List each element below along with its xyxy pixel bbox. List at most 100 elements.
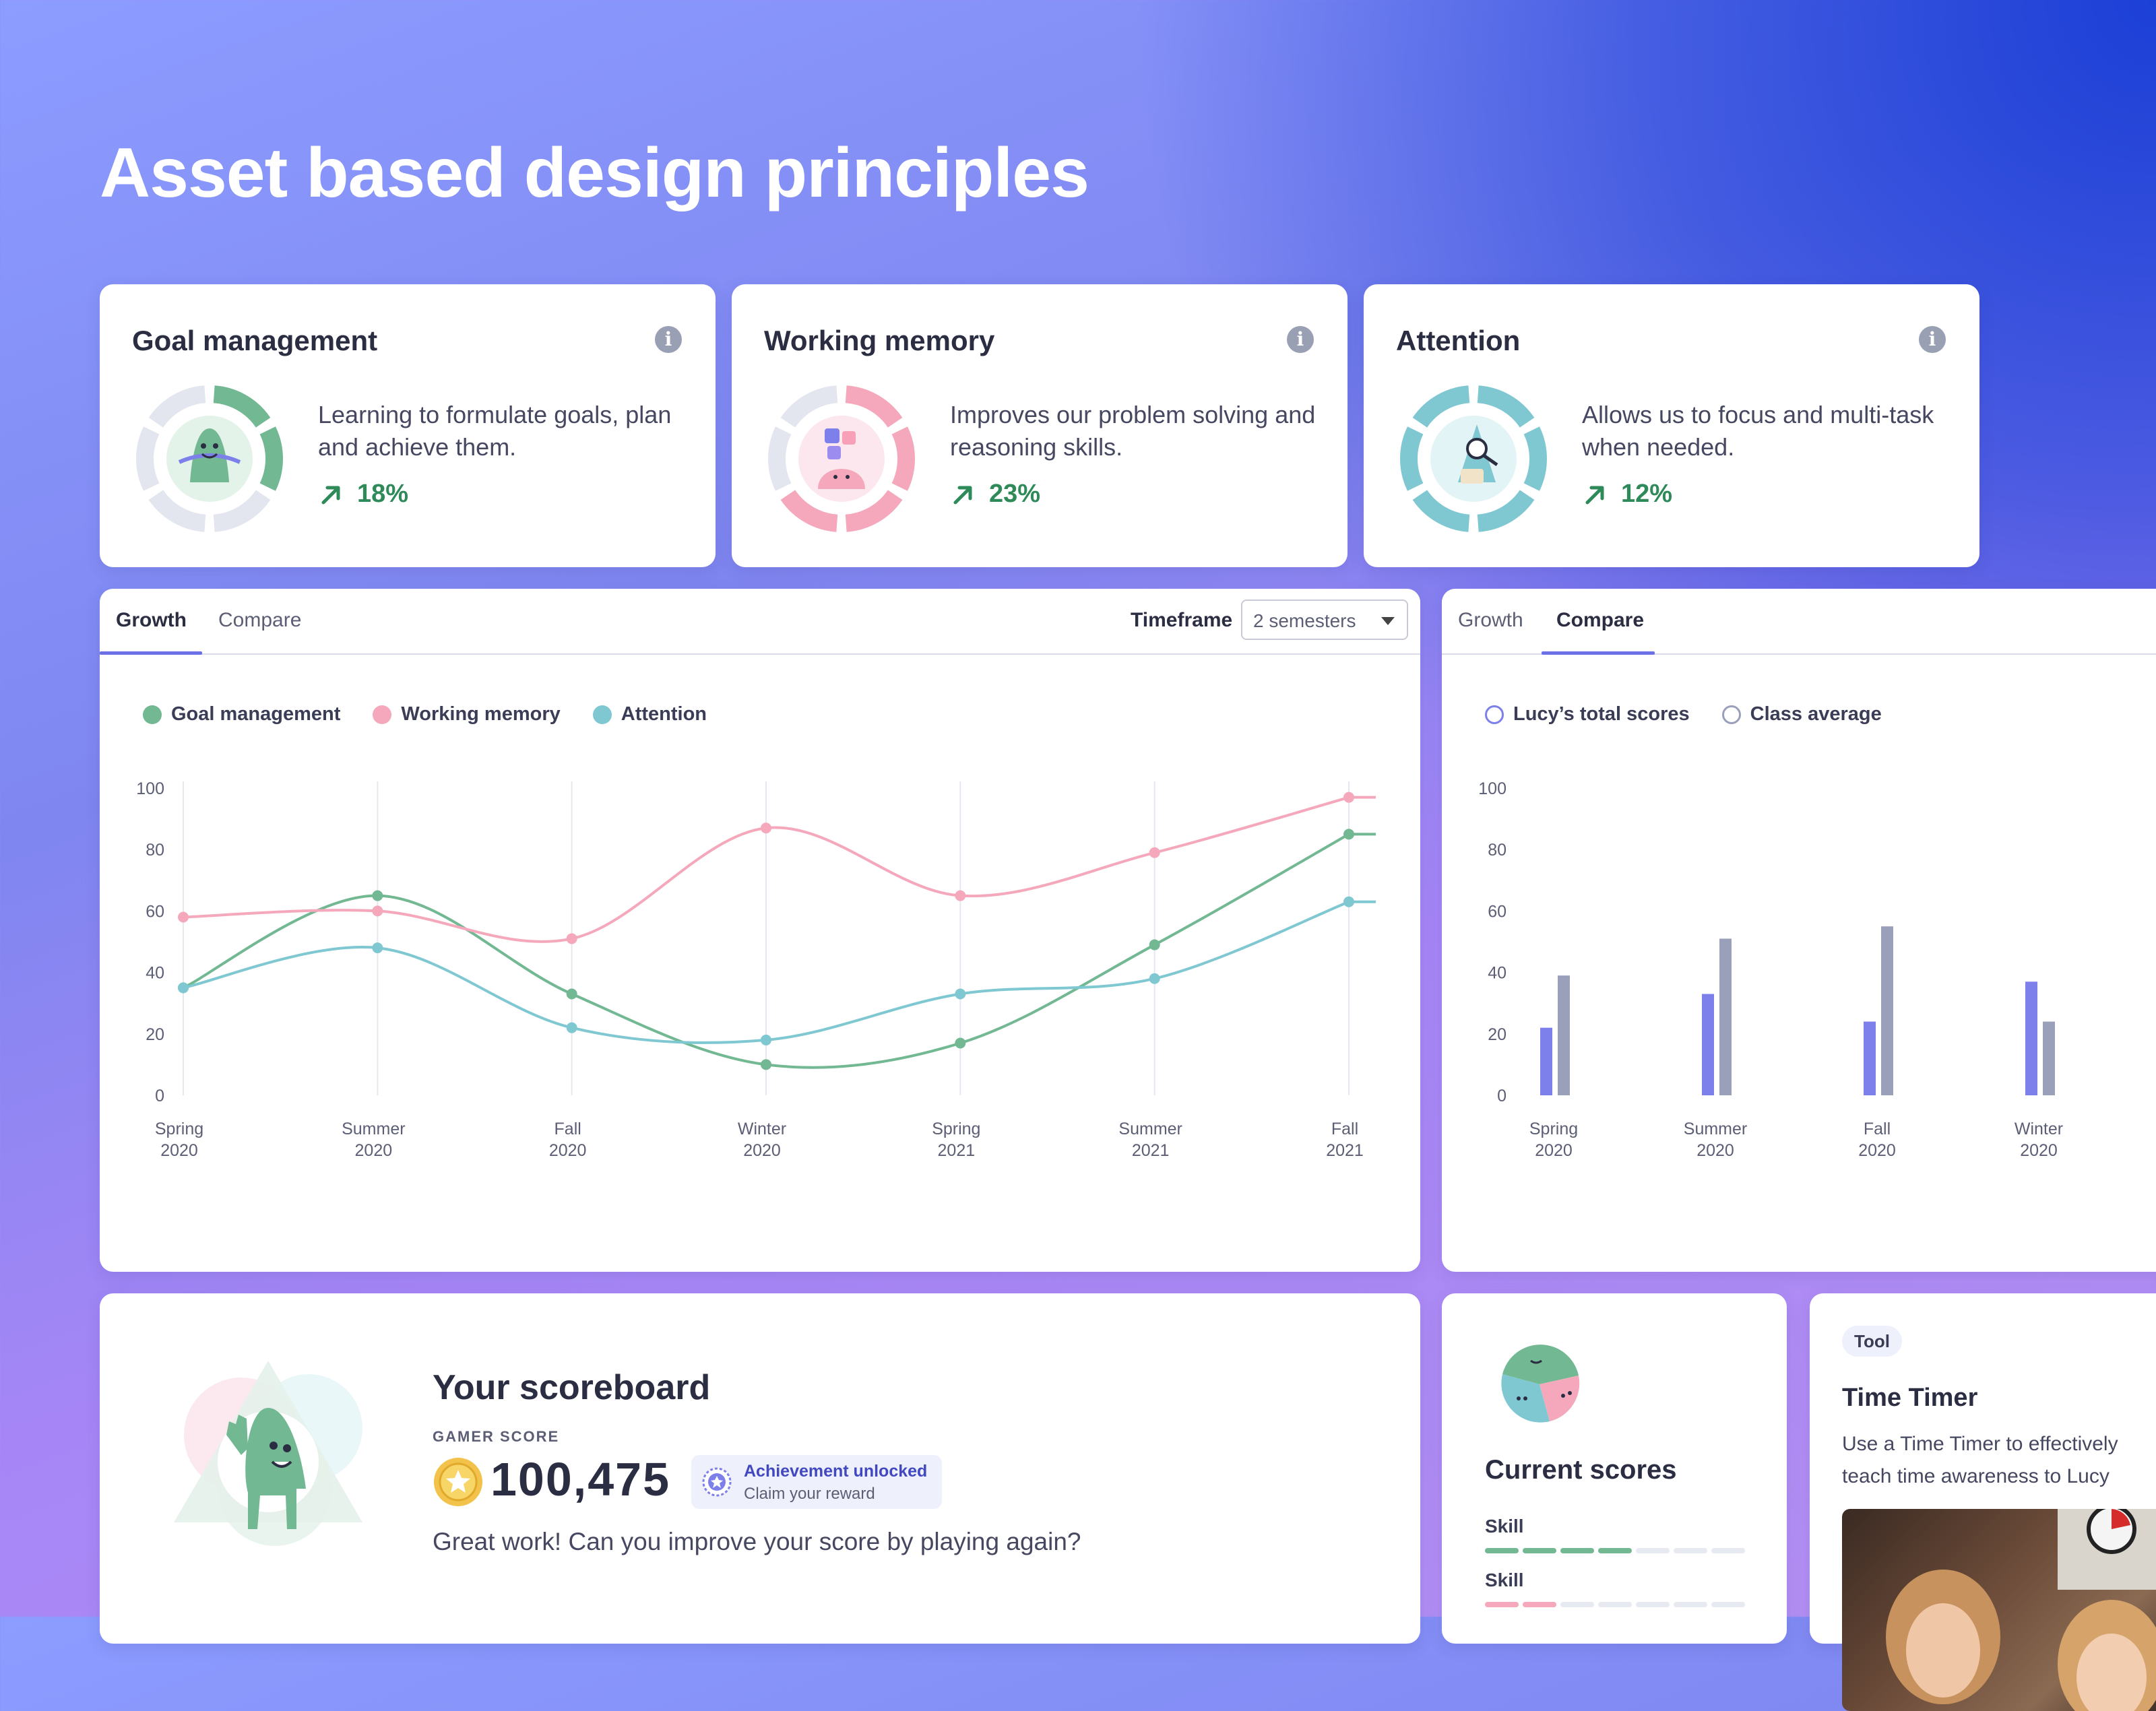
data-point xyxy=(178,911,189,923)
legend-item[interactable]: Lucy’s total scores xyxy=(1485,703,1690,725)
legend-item[interactable]: Goal management xyxy=(143,703,340,725)
bar xyxy=(2043,1021,2055,1095)
data-point xyxy=(1149,973,1160,984)
y-tick-label: 60 xyxy=(1488,902,1507,921)
achievement-title: Achievement unlocked xyxy=(744,1462,928,1481)
tab-growth[interactable]: Growth xyxy=(116,609,187,631)
thumbs-up-character-icon xyxy=(174,1361,362,1546)
timeframe-select[interactable]: 2 semesters xyxy=(1241,600,1408,640)
tab-compare[interactable]: Compare xyxy=(1556,609,1645,631)
skill-description: Allows us to focus and multi-task when n… xyxy=(1582,401,1934,461)
puzzle-piece xyxy=(827,446,841,459)
progress-segment xyxy=(1674,1548,1707,1553)
page-title: Asset based design principles xyxy=(100,134,1089,212)
progress-segment xyxy=(1674,1602,1707,1607)
data-point xyxy=(372,905,383,917)
eye xyxy=(213,443,218,449)
data-point xyxy=(1343,896,1354,907)
gamer-score-label: GAMER SCORE xyxy=(433,1428,560,1445)
current-scores-title: Current scores xyxy=(1485,1455,1677,1485)
arrow-up-right-icon xyxy=(953,486,972,504)
tab-growth[interactable]: Growth xyxy=(1458,609,1523,631)
tool-card-time-timer[interactable]: Tool Time Timer Use a Time Timer to effe… xyxy=(1810,1293,2156,1711)
x-tick-label: Winter 2020 xyxy=(2015,1120,2063,1160)
skill-card-goal-management[interactable]: Goal management i Learning to formulate … xyxy=(100,284,716,567)
ring-segment xyxy=(1400,426,1424,491)
ring-segment xyxy=(780,385,838,428)
skill-title: Goal management xyxy=(132,325,378,356)
scoreboard-card: Your scoreboard GAMER SCORE 100,475 Achi… xyxy=(100,1293,1420,1644)
ring-segment xyxy=(1412,385,1470,428)
skill-card-working-memory[interactable]: Working memory i Improves our problem so… xyxy=(732,284,1348,567)
skill-card-attention[interactable]: Attention i Allows us to focus and multi… xyxy=(1364,284,1979,567)
magnifier-handle xyxy=(1482,453,1498,467)
bar xyxy=(1558,975,1570,1095)
info-icon[interactable]: i xyxy=(655,326,682,353)
ring-segment xyxy=(259,426,283,491)
skill-title: Attention xyxy=(1396,325,1521,356)
info-icon[interactable]: i xyxy=(1919,326,1946,353)
legend-label: Lucy’s total scores xyxy=(1513,703,1690,725)
skill-progress-bar xyxy=(1485,1602,1745,1607)
growth-chart-panel: Growth Compare Timeframe 2 semesters Goa… xyxy=(100,589,1420,1272)
data-point xyxy=(761,822,771,834)
y-tick-label: 60 xyxy=(146,902,164,921)
scoreboard-message: Great work! Can you improve your score b… xyxy=(433,1528,1081,1555)
achievement-subtitle: Claim your reward xyxy=(744,1485,875,1503)
ring-segment xyxy=(768,426,792,491)
bar xyxy=(2025,981,2037,1095)
progress-segment xyxy=(1560,1602,1594,1607)
info-icon[interactable]: i xyxy=(1287,326,1314,353)
y-tick-label: 0 xyxy=(155,1087,164,1105)
x-tick-label: Spring 2021 xyxy=(932,1120,980,1160)
tab-compare[interactable]: Compare xyxy=(218,609,302,631)
arrow-up-right-icon xyxy=(1585,486,1604,504)
progress-segment xyxy=(1711,1602,1745,1607)
progress-segment xyxy=(1598,1548,1632,1553)
tool-badge: Tool xyxy=(1842,1326,1902,1357)
tool-description: Use a Time Timer to effectively teach ti… xyxy=(1842,1433,2118,1487)
active-tab-indicator xyxy=(100,651,202,655)
legend-item[interactable]: Class average xyxy=(1721,703,1882,725)
current-scores-card: Current scores Skill Skill xyxy=(1442,1293,1787,1644)
ring-segment xyxy=(891,426,915,491)
tool-title: Time Timer xyxy=(1842,1384,1978,1412)
puzzle-piece xyxy=(825,428,839,443)
legend-swatch xyxy=(1721,705,1741,724)
progress-segment xyxy=(1523,1548,1556,1553)
skill-description: Learning to formulate goals, plan and ac… xyxy=(318,401,672,461)
y-tick-label: 80 xyxy=(146,841,164,860)
chart-tabs: Growth Compare Timeframe 2 semesters xyxy=(100,589,1420,655)
legend-item[interactable]: Attention xyxy=(592,703,707,725)
legend-label: Class average xyxy=(1750,703,1882,725)
skill-change-value: 12% xyxy=(1621,480,1673,508)
legend-swatch xyxy=(373,705,392,724)
skill-label: Skill xyxy=(1485,1516,1524,1537)
y-tick-label: 40 xyxy=(1488,964,1507,983)
arrow-up-right-icon xyxy=(321,486,340,504)
progress-segment xyxy=(1485,1548,1519,1553)
data-point xyxy=(566,1022,577,1033)
ring-segment xyxy=(1523,426,1547,491)
achievement-badge[interactable]: Achievement unlocked Claim your reward xyxy=(691,1455,942,1509)
data-point xyxy=(372,942,383,954)
skill-change: 18% xyxy=(318,480,408,509)
skill-change: 23% xyxy=(950,480,1040,509)
magnifier-character-icon xyxy=(1400,385,1547,532)
x-tick-label: Fall 2020 xyxy=(549,1120,587,1160)
progress-segment xyxy=(1523,1602,1556,1607)
bar xyxy=(1864,1021,1876,1095)
ring-segment xyxy=(213,490,271,532)
x-tick-label: Fall 2021 xyxy=(1326,1120,1364,1160)
legend-item[interactable]: Working memory xyxy=(373,703,561,725)
x-tick-label: Summer 2021 xyxy=(1118,1120,1182,1160)
bar xyxy=(1540,1027,1552,1095)
chart-legend: Lucy’s total scores Class average xyxy=(1485,703,1882,725)
skill-change-value: 18% xyxy=(357,480,409,508)
data-point xyxy=(955,890,966,901)
tool-photo xyxy=(1842,1509,2156,1711)
magnifier-lens xyxy=(1466,438,1488,459)
data-point xyxy=(1343,829,1354,840)
y-tick-label: 80 xyxy=(1488,841,1507,860)
x-tick-label: Winter 2020 xyxy=(738,1120,786,1160)
